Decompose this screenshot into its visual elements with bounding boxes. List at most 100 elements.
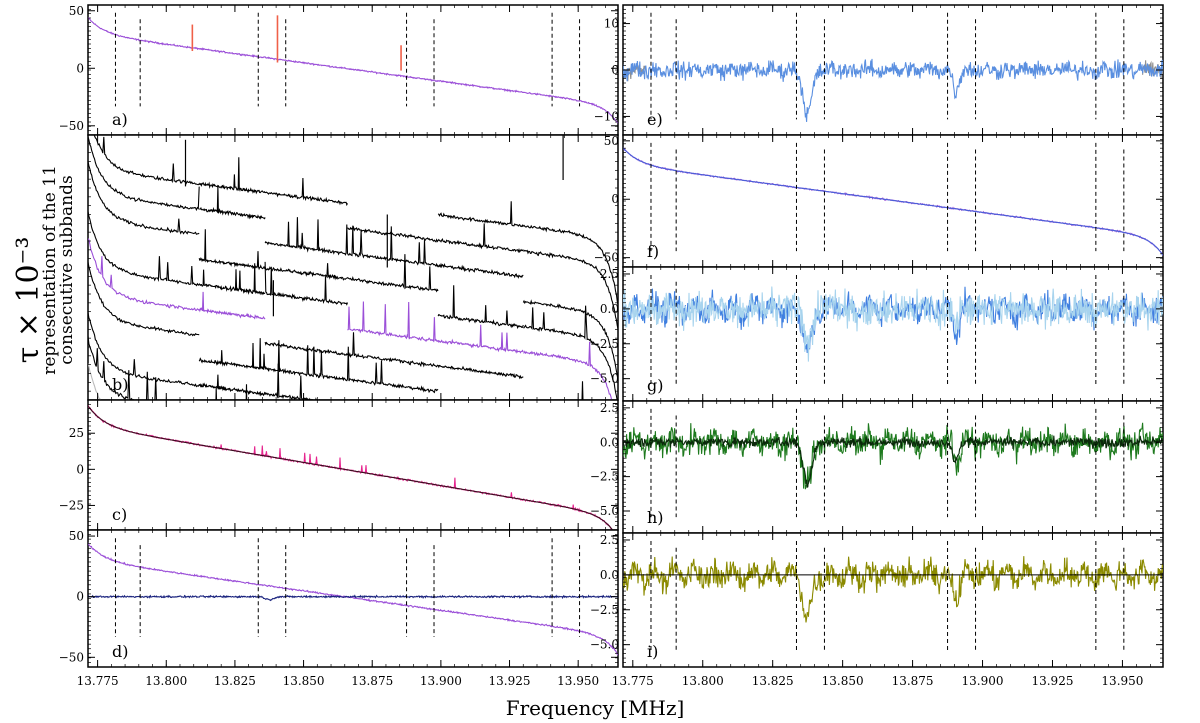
ytick-label-e-0: −10	[594, 109, 619, 123]
subband-1-seg-2	[198, 157, 266, 195]
ytick-label-g-1: −2.5	[590, 337, 619, 351]
ytick-label-h-0: −5.0	[590, 504, 619, 518]
ytick-label-i-3: 2.5	[600, 533, 619, 547]
subband-6-seg-1	[88, 238, 200, 311]
ytick-label-f-2: 50	[604, 134, 619, 148]
xtick-label-i-3: 13.850	[822, 674, 864, 688]
panel-d: −50 0 50 d) 13.775 13.800 13.825 13.850 13.875 13…	[59, 529, 619, 688]
panel-label-h: h)	[647, 508, 664, 527]
plot-area-i	[623, 541, 1163, 651]
ytick-label-g-3: 2.5	[600, 267, 619, 281]
plot-area-g	[623, 275, 1163, 385]
xtick-label-d-0: 13.775	[77, 674, 119, 688]
panel-i: −5.0 −2.5 0.0 2.5 i) 13.775 13.800 13.825 13.850…	[590, 532, 1164, 688]
subband-3-seg-4	[347, 225, 439, 268]
panel-a: −50 0 50 a)	[59, 4, 619, 136]
xtick-label-d-2: 13.825	[214, 674, 256, 688]
ytick-label-i-2: 0.0	[600, 568, 619, 582]
xtick-label-d-6: 13.925	[489, 674, 531, 688]
subband-5-seg-6	[523, 305, 618, 400]
ytick-label-g-2: 0.0	[600, 302, 619, 316]
subband-1-seg-5	[437, 201, 524, 228]
subband-4-seg-3	[264, 263, 348, 281]
ytick-label-i-0: −5.0	[590, 638, 619, 652]
panel-g: −5.0 −2.5 0.0 2.5 g)	[590, 266, 1164, 402]
panel-frame-c	[87, 399, 619, 531]
plot-area-e	[623, 12, 1163, 122]
plot-area-c	[88, 405, 614, 530]
subband-8-seg-4	[346, 346, 439, 394]
subband-8-seg-3	[264, 340, 349, 382]
subband-5-seg-3	[264, 261, 349, 306]
panel-b: b)	[87, 134, 619, 401]
plot-area-a	[88, 12, 618, 124]
panel-f: −50 0 50 f)	[594, 134, 1164, 268]
ytick-label-f-1: 0	[611, 192, 619, 206]
subband-7-seg-5	[437, 364, 524, 380]
ytick-label-c-0: −25	[59, 498, 84, 512]
plot-area-d	[88, 538, 618, 656]
subband-1-seg-1	[93, 135, 200, 186]
series-e-2	[623, 58, 1163, 122]
subband-2-seg-5	[437, 223, 524, 254]
subband-6-seg-5	[437, 324, 524, 354]
subband-2-seg-1	[88, 136, 200, 212]
panel-e: −10 0 10 e)	[594, 4, 1164, 136]
subband-3-seg-3	[264, 217, 349, 256]
series-h-2	[623, 435, 1163, 489]
subband-6-seg-6	[523, 341, 613, 400]
subband-10-seg-1	[88, 336, 157, 400]
y-axis-sublabel-1: representation of the 11	[40, 165, 60, 375]
xtick-label-i-6: 13.925	[1031, 674, 1073, 688]
xtick-label-i-4: 13.875	[892, 674, 934, 688]
ytick-label-a-0: −50	[59, 119, 84, 133]
plot-area-h	[623, 408, 1163, 518]
xtick-label-d-1: 13.800	[145, 674, 187, 688]
panel-frame-d	[87, 529, 619, 668]
subband-5-seg-1	[88, 211, 200, 287]
subband-9-seg-1	[88, 312, 200, 388]
subband-2-seg-2	[199, 185, 266, 220]
panel-label-d: d)	[112, 642, 128, 661]
xtick-label-i-5: 13.900	[962, 674, 1004, 688]
panel-label-g: g)	[647, 376, 663, 395]
subband-1-seg-6	[523, 224, 618, 306]
ytick-label-d-0: −50	[59, 650, 84, 664]
panel-label-f: f)	[647, 242, 659, 261]
subband-2-seg-4	[347, 225, 439, 243]
series-g-2	[623, 286, 1163, 362]
panel-label-a: a)	[112, 110, 128, 129]
series-i-1	[623, 556, 1163, 623]
series-c-2	[88, 405, 614, 530]
ytick-label-a-2: 50	[69, 4, 84, 18]
series-a-1	[88, 17, 618, 124]
xtick-label-d-5: 13.900	[420, 674, 462, 688]
panel-frame-f	[622, 134, 1164, 268]
ytick-label-h-1: −2.5	[590, 470, 619, 484]
x-axis-label: Frequency [MHz]	[506, 696, 685, 720]
subband-9-seg-3	[264, 363, 322, 400]
series-f-2	[623, 147, 1163, 256]
subband-4-seg-4	[347, 254, 439, 293]
ytick-label-i-1: −2.5	[590, 603, 619, 617]
subband-2-seg-6	[523, 249, 618, 330]
panel-label-c: c)	[112, 505, 127, 524]
subband-7-seg-4	[346, 332, 439, 368]
panel-frame-b	[87, 134, 619, 401]
y-axis-label: τ × 10⁻³	[11, 237, 46, 364]
subband-1-seg-3	[264, 177, 348, 207]
panel-label-e: e)	[647, 110, 663, 129]
series-d-2	[88, 594, 618, 602]
subband-9-seg-2	[198, 374, 266, 397]
panel-c: −25 0 25 c)	[59, 399, 619, 531]
ytick-label-e-1: 0	[611, 63, 619, 77]
ytick-label-e-2: 10	[604, 17, 619, 31]
ytick-label-g-0: −5.0	[590, 372, 619, 386]
panel-frame-g	[622, 266, 1164, 402]
ytick-label-a-1: 0	[76, 61, 84, 75]
ytick-label-h-3: 2.5	[600, 401, 619, 415]
ytick-label-f-0: −50	[594, 251, 619, 265]
xtick-label-i-1: 13.800	[682, 674, 724, 688]
xtick-label-d-3: 13.850	[283, 674, 325, 688]
